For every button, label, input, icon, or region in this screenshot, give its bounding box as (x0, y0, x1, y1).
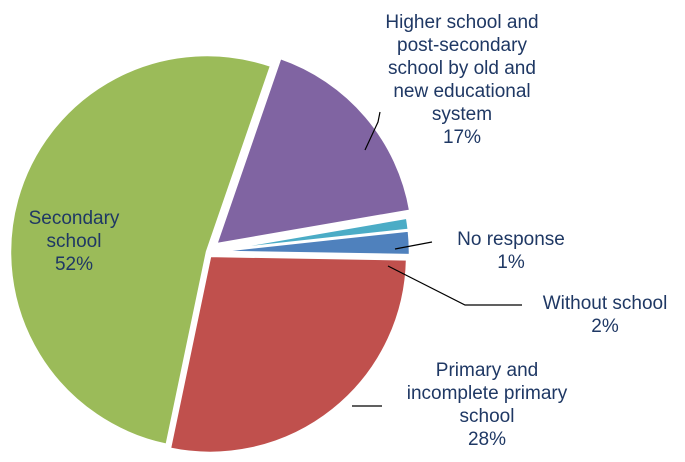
leader-line-2 (394, 241, 433, 250)
leader-line-1 (364, 111, 381, 151)
pie-slice-4 (168, 254, 409, 455)
slice-category-label: Primary and (436, 360, 538, 381)
slice-percent-label: 17% (443, 127, 481, 148)
slice-percent-label: 52% (55, 254, 93, 275)
slice-label-2: No response 1% (457, 229, 565, 273)
slice-category-label: new educational (393, 81, 530, 102)
slice-category-label: Secondary (29, 208, 120, 229)
slice-category-label: Without school (543, 293, 668, 314)
pie-slice-3 (212, 229, 412, 257)
slice-category-label: Higher school and (385, 12, 538, 33)
slice-percent-label: 1% (497, 252, 525, 273)
slice-label-4: Primary and incomplete primary school 28% (407, 360, 568, 450)
slice-category-label: No response (457, 229, 565, 250)
pie-slice-1 (214, 56, 412, 246)
slice-percent-label: 2% (591, 316, 619, 337)
slice-category-label: post-secondary (397, 35, 527, 56)
pie-slice-5 (8, 53, 273, 447)
slice-percent-label: 28% (468, 429, 506, 450)
slice-category-label: school by old and (388, 58, 536, 79)
slice-category-label: incomplete primary (407, 383, 568, 404)
slice-category-label: system (432, 104, 492, 125)
slice-label-5: Secondary school 52% (29, 208, 120, 275)
slice-label-1: Higher school and post-secondary school by… (385, 12, 538, 148)
slice-category-label: school (460, 406, 515, 427)
leader-line-3 (387, 265, 522, 306)
slice-label-3: Without school 2% (543, 293, 668, 337)
slice-category-label: school (47, 231, 102, 252)
